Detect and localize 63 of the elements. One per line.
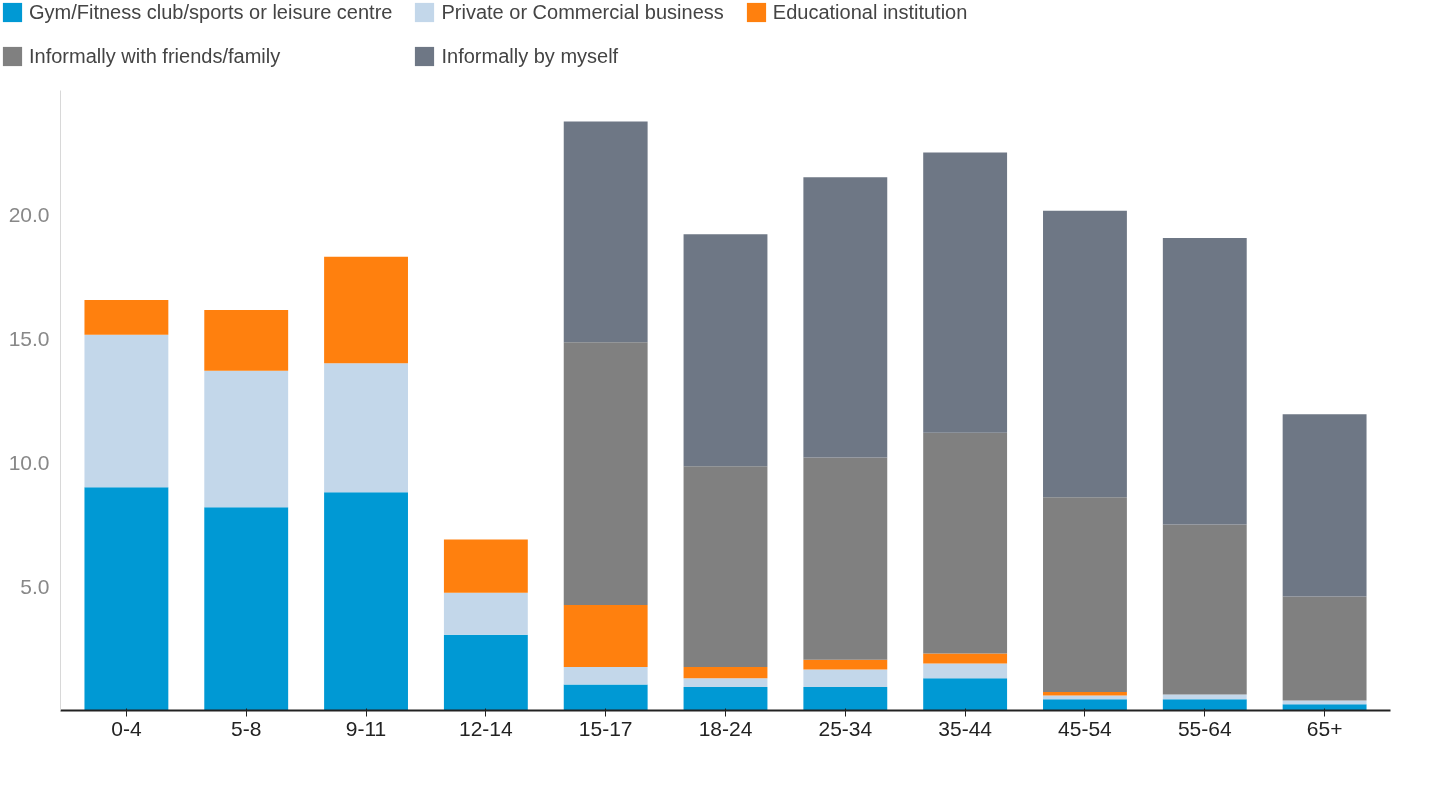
legend-label: Educational institution (772, 0, 968, 24)
bar (1043, 210, 1127, 498)
legend-label: Gym/Fitness club/sports or leisure centre (29, 0, 393, 24)
x-tick-label: 5-8 (231, 716, 262, 740)
bar (1043, 691, 1127, 696)
bar (443, 634, 528, 711)
bar (84, 487, 169, 711)
y-tick-label: 20.0 (8, 202, 50, 226)
bar (683, 234, 768, 467)
bar (563, 605, 648, 668)
legend-label: Informally by myself (441, 44, 619, 68)
bar (1162, 238, 1247, 525)
bar (443, 539, 528, 593)
bar (1162, 699, 1247, 711)
bar (683, 667, 768, 679)
x-tick-label: 15-17 (578, 716, 633, 740)
x-tick-label: 9-11 (345, 716, 387, 740)
bar (923, 152, 1008, 433)
bar (1282, 704, 1367, 711)
x-tick-label: 0-4 (111, 716, 142, 740)
bar (563, 684, 648, 711)
x-tick-label: 12-14 (459, 716, 514, 740)
bar (563, 121, 648, 343)
bar (443, 592, 528, 635)
bar (324, 492, 408, 711)
bar (563, 342, 648, 606)
bar (683, 466, 768, 668)
bar (1162, 694, 1247, 700)
bar (923, 653, 1008, 664)
bar (683, 686, 768, 711)
bar (324, 363, 408, 493)
bar (803, 659, 888, 670)
bar (923, 663, 1008, 679)
x-tick-label: 35-44 (938, 716, 993, 740)
bar (84, 334, 169, 488)
bar (1043, 699, 1127, 711)
y-tick-label: 5.0 (20, 574, 50, 598)
bar (204, 309, 289, 371)
bar (923, 432, 1008, 654)
bar (803, 177, 888, 458)
bar (1043, 497, 1127, 692)
legend-label: Informally with friends/family (29, 44, 281, 68)
bar (1282, 596, 1367, 701)
bar (803, 669, 888, 687)
bar (1162, 524, 1247, 695)
bar (324, 256, 408, 364)
bar (1282, 414, 1367, 597)
bar (803, 457, 888, 660)
x-tick-label: 65+ (1306, 716, 1343, 740)
x-tick-label: 55-64 (1177, 716, 1232, 740)
legend-label: Private or Commercial business (441, 0, 724, 24)
x-tick-label: 45-54 (1058, 716, 1113, 740)
bar (683, 678, 768, 687)
bar (923, 678, 1008, 711)
bar (563, 667, 648, 685)
bar (204, 370, 289, 508)
bar (803, 686, 888, 711)
bar (84, 300, 169, 335)
x-tick-label: 25-34 (818, 716, 873, 740)
bar (204, 507, 289, 711)
y-tick-label: 15.0 (8, 326, 50, 350)
y-tick-label: 10.0 (8, 450, 50, 474)
x-tick-label: 18-24 (698, 716, 753, 740)
